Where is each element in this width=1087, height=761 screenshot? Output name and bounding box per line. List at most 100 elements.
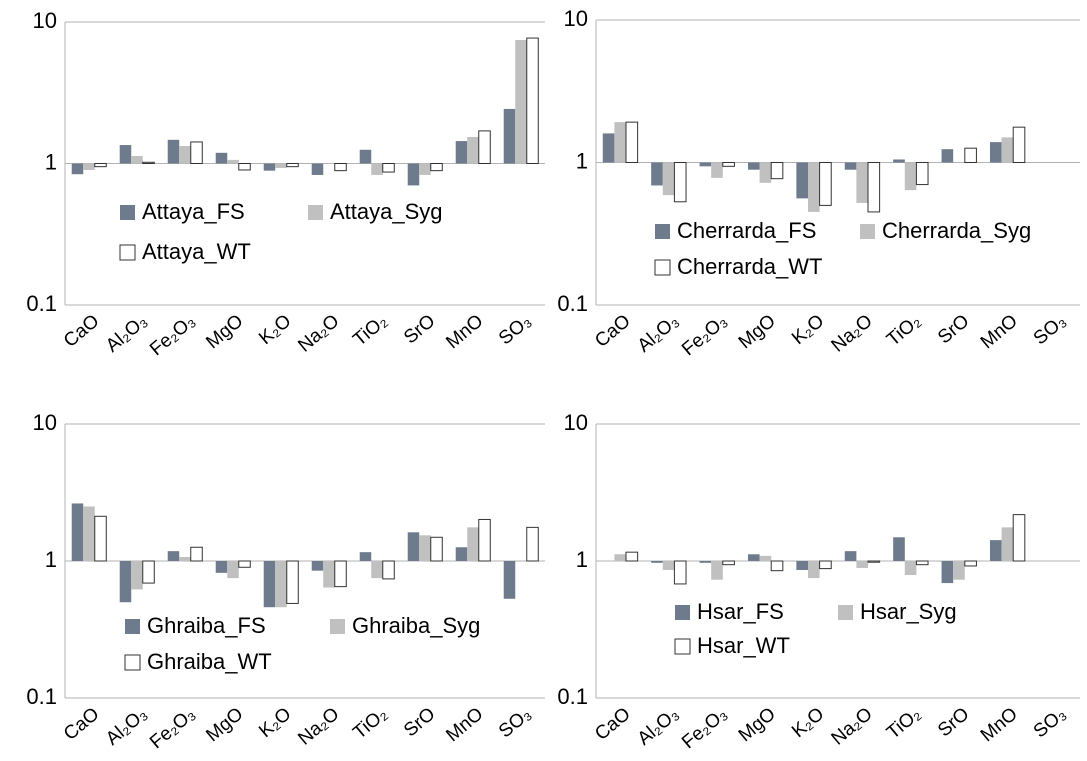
legend-label: Cherrarda_FS: [677, 218, 816, 243]
x-tick-label: SrO: [934, 311, 973, 349]
bar: [699, 561, 712, 563]
bar: [467, 527, 479, 561]
legend-swatch: [125, 619, 140, 634]
x-tick-label: Al₂O₃: [102, 311, 151, 357]
legend-label: Ghraiba_Syg: [352, 613, 480, 638]
bar: [662, 162, 675, 196]
x-tick-label: TiO₂: [883, 311, 925, 351]
bar: [964, 147, 977, 164]
x-tick-label: Na₂O: [294, 704, 343, 750]
bar: [334, 560, 347, 588]
bar: [651, 162, 663, 186]
bar: [904, 561, 917, 576]
legend-label: Attaya_WT: [142, 239, 251, 264]
y-tick-label: 0.1: [557, 684, 588, 709]
bar: [893, 537, 905, 561]
legend-swatch: [860, 224, 875, 239]
x-tick-label: Al₂O₃: [634, 311, 683, 357]
legend-swatch: [330, 619, 345, 634]
bar: [699, 162, 712, 167]
y-tick-label: 10: [564, 410, 588, 435]
bar: [893, 159, 905, 163]
bar: [430, 536, 443, 562]
bar: [941, 149, 954, 163]
x-tick-label: K₂O: [255, 704, 295, 742]
bar: [964, 560, 977, 567]
x-tick-label: Fe₂O₃: [146, 704, 199, 754]
bar: [227, 561, 239, 579]
bar: [119, 561, 132, 603]
bar: [770, 162, 784, 180]
legend-swatch: [674, 638, 691, 655]
y-tick-label: 0.1: [26, 291, 57, 316]
y-tick-label: 1: [576, 148, 588, 173]
x-tick-label: SO₃: [1030, 704, 1070, 743]
bar: [953, 561, 965, 580]
x-tick-label: CaO: [591, 311, 634, 352]
y-tick-label: 10: [33, 8, 57, 33]
bar: [478, 130, 491, 164]
bar: [526, 526, 539, 562]
x-tick-label: Fe₂O₃: [678, 311, 731, 361]
x-tick-label: K₂O: [788, 704, 828, 742]
x-tick-label: Na₂O: [294, 311, 343, 357]
bar: [770, 560, 784, 572]
bar: [759, 555, 772, 561]
bar: [867, 560, 881, 563]
bar: [989, 142, 1002, 163]
x-tick-label: MnO: [977, 311, 1022, 354]
bar: [94, 163, 107, 168]
x-tick-label: SO₃: [495, 704, 535, 743]
bar: [515, 40, 527, 164]
bar: [1012, 126, 1026, 163]
bar: [711, 561, 723, 580]
legend-label: Cherrarda_WT: [677, 254, 822, 279]
x-tick-label: MgO: [735, 704, 780, 747]
bar: [190, 546, 203, 562]
bar: [382, 560, 395, 580]
bar: [503, 561, 516, 599]
bar: [1012, 514, 1026, 562]
bar: [142, 161, 155, 165]
legend-swatch: [120, 205, 135, 220]
bar: [651, 561, 663, 563]
legend-swatch: [838, 605, 853, 620]
legend-swatch: [119, 244, 136, 261]
x-tick-label: TiO₂: [883, 704, 925, 744]
bar: [819, 162, 832, 206]
y-tick-label: 1: [576, 547, 588, 572]
bar: [1001, 137, 1014, 163]
bar: [71, 163, 84, 175]
x-tick-label: SrO: [400, 311, 439, 349]
bar: [238, 163, 251, 171]
x-tick-label: TiO₂: [349, 704, 391, 744]
y-tick-label: 10: [33, 410, 57, 435]
x-tick-label: SO₃: [1030, 311, 1070, 350]
bar: [83, 506, 95, 561]
legend-swatch: [675, 605, 690, 620]
x-tick-label: K₂O: [255, 311, 295, 349]
bar: [179, 145, 191, 164]
legend-swatch: [308, 205, 323, 220]
bar: [844, 162, 857, 170]
bar: [263, 561, 276, 608]
bar: [673, 162, 687, 203]
bar: [227, 159, 239, 164]
bar: [275, 561, 287, 608]
bar: [722, 162, 735, 167]
bar: [625, 551, 639, 562]
x-tick-label: SO₃: [495, 311, 535, 350]
bar: [602, 133, 615, 163]
bar: [83, 163, 95, 170]
legend-swatch: [124, 654, 141, 671]
bar: [167, 139, 180, 164]
bar: [419, 535, 431, 561]
x-tick-label: Fe₂O₃: [146, 311, 199, 361]
x-tick-label: Na₂O: [828, 704, 877, 750]
bar: [371, 163, 383, 175]
bar: [142, 560, 155, 584]
x-tick-label: SrO: [934, 704, 973, 742]
bar: [722, 560, 735, 566]
legend-label: Hsar_FS: [697, 599, 784, 624]
